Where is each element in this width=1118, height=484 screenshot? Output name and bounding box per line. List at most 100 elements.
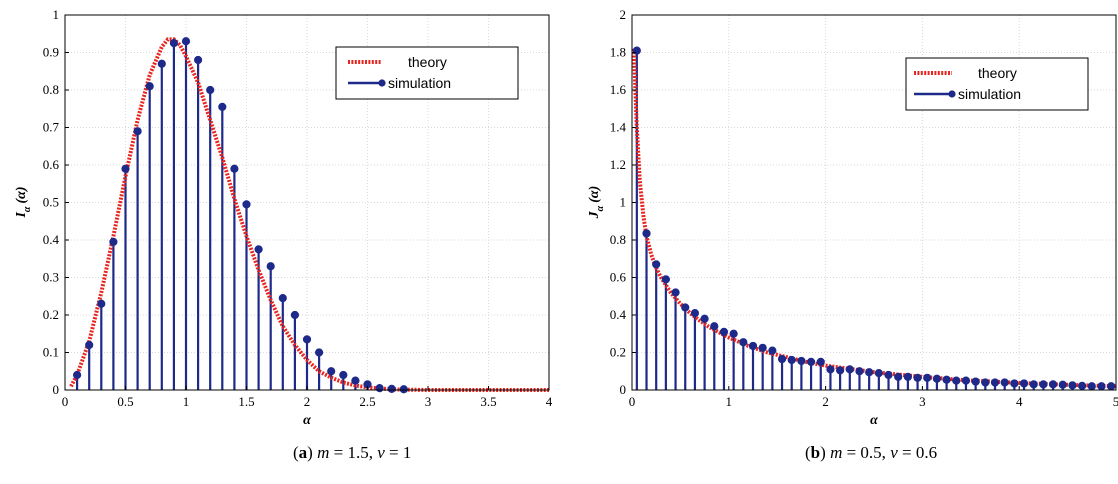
x-tick-label: 2 xyxy=(304,394,311,409)
x-axis-label: α xyxy=(870,413,878,428)
simulation-marker xyxy=(1019,379,1029,388)
simulation-marker xyxy=(181,37,191,46)
simulation-marker xyxy=(710,322,719,331)
x-tick-label: 3 xyxy=(425,394,432,409)
simulation-marker xyxy=(327,367,336,376)
simulation-marker xyxy=(748,341,758,351)
theory-curve xyxy=(69,37,549,392)
y-axis-label: Jα (α) xyxy=(587,186,606,220)
y-tick-label: 0.5 xyxy=(43,195,59,210)
x-axis-label: α xyxy=(303,413,311,428)
y-tick-label: 1 xyxy=(53,7,60,22)
simulation-marker xyxy=(681,303,690,312)
simulation-marker xyxy=(913,373,922,382)
simulation-marker xyxy=(690,309,700,318)
legend-simulation-label: simulation xyxy=(388,75,451,91)
simulation-marker xyxy=(1097,382,1106,391)
simulation-marker xyxy=(1010,379,1019,388)
simulation-marker xyxy=(836,366,845,375)
simulation-marker xyxy=(302,335,312,344)
simulation-marker xyxy=(990,378,1000,387)
simulation-marker xyxy=(1068,381,1077,390)
simulation-marker xyxy=(133,127,142,136)
simulation-marker xyxy=(375,384,384,393)
simulation-marker xyxy=(903,372,912,381)
x-tick-label: 0.5 xyxy=(117,394,133,409)
simulation-marker xyxy=(1087,382,1096,391)
simulation-marker xyxy=(230,164,239,173)
simulation-marker xyxy=(700,314,709,323)
x-tick-label: 0 xyxy=(62,394,69,409)
y-tick-label: 0 xyxy=(53,382,60,397)
legend: theory simulation xyxy=(905,57,1089,111)
x-tick-label: 4 xyxy=(1016,394,1023,409)
simulation-marker xyxy=(254,245,263,254)
simulation-marker xyxy=(290,310,299,320)
x-tick-label: 3.5 xyxy=(480,394,496,409)
simulation-marker xyxy=(1078,381,1087,390)
y-tick-label: 1.6 xyxy=(610,82,627,97)
simulation-marker xyxy=(806,357,816,366)
simulation-marker xyxy=(1029,380,1038,389)
simulation-marker xyxy=(739,338,748,347)
y-tick-label: 0 xyxy=(620,382,627,397)
simulation-marker xyxy=(981,378,990,387)
simulation-marker xyxy=(826,365,835,374)
y-tick-label: 0.8 xyxy=(610,232,626,247)
y-tick-label: 0.6 xyxy=(43,157,60,172)
y-tick-label: 0.4 xyxy=(610,307,627,322)
simulation-marker xyxy=(339,370,348,380)
simulation-marker xyxy=(719,327,729,336)
y-tick-label: 1.4 xyxy=(610,120,627,135)
simulation-marker xyxy=(1000,378,1009,387)
x-tick-label: 1 xyxy=(726,394,733,409)
y-tick-label: 1.2 xyxy=(610,157,626,172)
simulation-marker xyxy=(632,46,641,55)
x-tick-label: 3 xyxy=(919,394,926,409)
legend-simulation-marker xyxy=(948,90,956,98)
simulation-marker xyxy=(315,348,324,357)
y-tick-label: 1 xyxy=(620,195,627,210)
simulation-marker xyxy=(971,377,980,386)
simulation-marker xyxy=(758,343,767,352)
y-tick-label: 0.9 xyxy=(43,45,59,60)
simulation-marker xyxy=(768,346,777,355)
simulation-marker xyxy=(218,102,227,111)
simulation-marker xyxy=(242,200,251,209)
simulation-marker xyxy=(1039,380,1048,389)
simulation-marker xyxy=(932,374,942,383)
simulation-marker xyxy=(266,262,275,271)
simulation-marker xyxy=(884,370,893,380)
simulation-marker xyxy=(206,85,215,95)
caption-a: (a) m = 1.5, ν = 1 xyxy=(293,443,412,462)
chart-panel-a: 0 0.5 1 1.5 2 2.5 3 3.5 4 0 0.1 0.2 0.3 0.4 0.5 0.6 0.7 0… xyxy=(14,7,553,428)
simulation-marker xyxy=(642,229,651,238)
x-tick-label: 1 xyxy=(183,394,190,409)
y-axis-label-arg: (α) xyxy=(14,186,29,203)
simulation-marker xyxy=(787,355,796,365)
simulation-marker xyxy=(109,237,118,246)
simulation-marker xyxy=(777,354,787,364)
simulation-marker xyxy=(278,294,287,303)
caption-b: (b) m = 0.5, ν = 0.6 xyxy=(805,443,938,462)
x-tick-label: 1.5 xyxy=(238,394,254,409)
simulation-marker xyxy=(671,288,680,297)
figure-canvas: 0 0.5 1 1.5 2 2.5 3 3.5 4 0 0.1 0.2 0.3 0.4 0.5 0.6 0.7 0… xyxy=(14,7,1118,428)
y-tick-label: 0.8 xyxy=(43,82,59,97)
y-axis-label-main: I xyxy=(14,212,29,219)
simulation-marker xyxy=(1058,380,1067,389)
y-tick-label: 0.3 xyxy=(43,270,59,285)
simulation-marker xyxy=(729,329,738,338)
x-tick-label: 0 xyxy=(629,394,636,409)
legend-theory-label: theory xyxy=(978,65,1017,81)
legend: theory simulation xyxy=(335,46,519,100)
y-axis-label-arg: (α) xyxy=(587,186,602,203)
y-tick-label: 0.6 xyxy=(610,270,627,285)
legend-box xyxy=(905,57,1089,111)
y-tick-label: 2 xyxy=(620,7,627,22)
y-axis-label-sub: α xyxy=(595,205,606,211)
simulation-marker xyxy=(73,370,82,380)
simulation-marker xyxy=(121,164,130,173)
y-tick-label: 0.2 xyxy=(43,307,59,322)
x-tick-label: 4 xyxy=(546,394,553,409)
